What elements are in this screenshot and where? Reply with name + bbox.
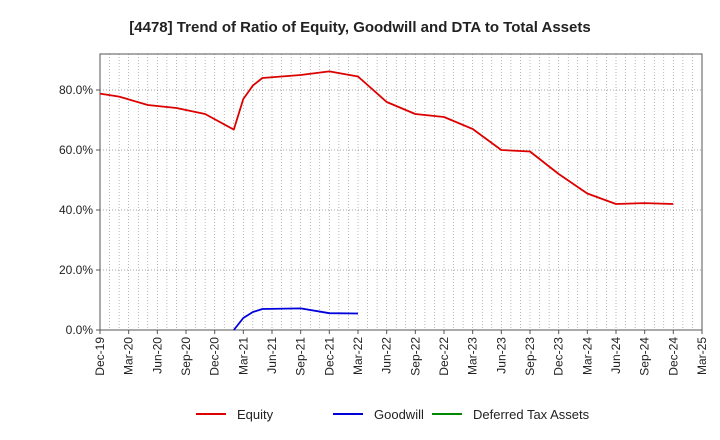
series-line-goodwill (233, 307, 359, 331)
y-axis: 0.0% 20.0% 40.0% 60.0% 80.0% (59, 83, 100, 337)
x-tick-label: Dec-22 (437, 337, 451, 376)
plot-frame (99, 53, 703, 331)
x-tick-label: Mar-23 (466, 337, 480, 375)
series-lines (99, 70, 674, 331)
x-tick-label: Mar-25 (695, 337, 709, 375)
y-tick-label: 20.0% (59, 263, 93, 277)
y-tick-label: 80.0% (59, 83, 93, 97)
x-tick-label: Dec-21 (322, 337, 336, 376)
legend-label: Equity (237, 407, 274, 422)
x-tick-label: Mar-24 (580, 337, 594, 375)
x-tick-label: Sep-20 (179, 337, 193, 376)
x-tick-label: Dec-20 (208, 337, 222, 376)
y-tick-label: 40.0% (59, 203, 93, 217)
x-tick-label: Sep-23 (523, 337, 537, 376)
x-tick-label: Dec-19 (93, 337, 107, 376)
x-tick-label: Jun-23 (494, 337, 508, 374)
x-tick-label: Mar-20 (122, 337, 136, 375)
x-tick-label: Sep-21 (294, 337, 308, 376)
x-axis: Dec-19 Mar-20 Jun-20 Sep-20 Dec-20 Mar-21 Jun-… (93, 330, 709, 376)
chart-title: [4478] Trend of Ratio of Equity, Goodwil… (129, 19, 590, 36)
x-tick-label: Sep-22 (408, 337, 422, 376)
legend: Equity Goodwill Deferred Tax Assets (196, 407, 590, 422)
x-tick-label: Jun-22 (380, 337, 394, 374)
x-tick-label: Dec-24 (666, 337, 680, 376)
legend-label: Goodwill (374, 407, 424, 422)
y-tick-label: 60.0% (59, 143, 93, 157)
x-tick-label: Sep-24 (638, 337, 652, 376)
x-tick-label: Jun-20 (150, 337, 164, 374)
x-tick-label: Jun-24 (609, 337, 623, 374)
x-tick-label: Mar-22 (351, 337, 365, 375)
series-line-equity (99, 70, 674, 205)
y-tick-label: 0.0% (66, 323, 94, 337)
x-tick-label: Dec-23 (552, 337, 566, 376)
grid (100, 54, 702, 330)
legend-label: Deferred Tax Assets (473, 407, 590, 422)
x-tick-label: Jun-21 (265, 337, 279, 374)
x-tick-label: Mar-21 (236, 337, 250, 375)
